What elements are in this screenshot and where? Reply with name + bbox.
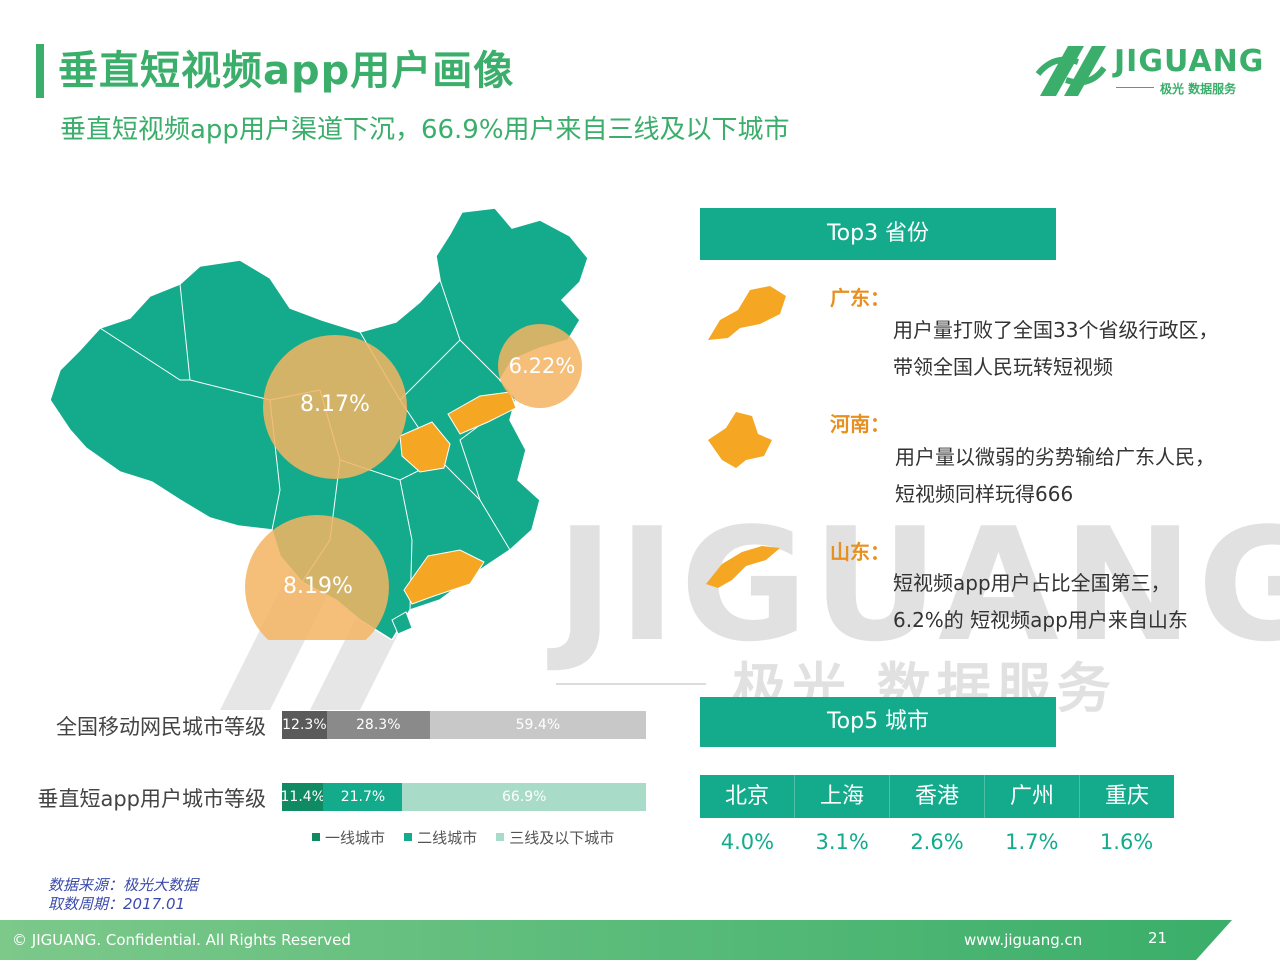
page-subtitle: 垂直短视频app用户渠道下沉，66.9%用户来自三线及以下城市: [60, 115, 790, 145]
bubble-label-1: 8.17%: [300, 392, 370, 417]
top3-heading: Top3 省份: [700, 208, 1056, 260]
legend-swatch-tier3: [496, 833, 505, 841]
province-name-shandong: 山东：: [830, 540, 890, 564]
city-name-beijing: 北京: [700, 775, 795, 818]
jiguang-logo-icon: [1035, 46, 1107, 96]
watermark-text: JIGUANG: [556, 494, 1280, 676]
china-map: [49, 207, 589, 640]
title-accent-bar: [36, 44, 44, 98]
bar-segment-row2-series3: 66.9%: [402, 783, 646, 811]
logo-wordmark: JIGUANG: [1114, 44, 1265, 79]
page-number: 21: [1148, 929, 1168, 947]
city-value-guangzhou: 1.7%: [1005, 830, 1059, 854]
henan-province-shape: [399, 421, 451, 473]
hainan-shape: [391, 611, 413, 635]
top5-city-table: 北京 上海 香港 广州 重庆 4.0% 3.1% 2.6% 1.7% 1.6%: [700, 775, 1174, 866]
bar-segment-row2-series1: 11.4%: [281, 783, 325, 811]
province-desc-guangdong-1: 用户量打败了全国33个省级行政区，: [893, 318, 1219, 342]
shandong-icon: [706, 546, 780, 588]
footer-copyright: © JIGUANG. Confidential. All Rights Rese…: [12, 931, 351, 949]
province-desc-guangdong-2: 带领全国人民玩转短视频: [893, 355, 1113, 379]
bubble-shandong: [498, 324, 582, 408]
bubble-label-2: 6.22%: [508, 354, 576, 378]
bar-row-label-2: 垂直短app用户城市等级: [37, 787, 266, 811]
guangdong-icon: [708, 286, 786, 340]
province-desc-shandong-2: 6.2%的 短视频app用户来自山东: [893, 608, 1188, 632]
city-header-row: 北京 上海 香港 广州 重庆: [700, 775, 1174, 818]
province-desc-henan-2: 短视频同样玩得666: [895, 482, 1074, 506]
shandong-province-shape: [447, 391, 517, 435]
chart-legend: 一线城市 二线城市 三线及以下城市: [312, 826, 628, 848]
watermark-divider: [556, 683, 706, 685]
henan-icon: [708, 412, 772, 468]
logo-tagline: 极光 数据服务: [1160, 82, 1237, 96]
data-source: 数据来源：极光大数据 取数周期：2017.01: [48, 876, 198, 914]
city-name-chongqing: 重庆: [1104, 784, 1149, 809]
footer-bar: [0, 920, 1280, 960]
city-value-row: 4.0% 3.1% 2.6% 1.7% 1.6%: [700, 818, 1174, 866]
bar-segment-row2-series2: 21.7%: [323, 783, 403, 811]
source-line: 数据来源：极光大数据: [48, 876, 199, 894]
period-line: 取数周期：2017.01: [48, 895, 186, 913]
bar-segment-row1-series2: 28.3%: [326, 711, 430, 739]
city-value-shanghai: 3.1%: [815, 830, 869, 854]
legend-item-tier1: 一线城市: [312, 827, 385, 848]
city-name-guangzhou: 广州: [985, 775, 1080, 818]
bar-segment-row1-series3: 59.4%: [429, 711, 646, 739]
bar-row-label-1: 全国移动网民城市等级: [56, 715, 266, 739]
legend-item-tier3: 三线及以下城市: [496, 827, 614, 848]
bar-row-national: 12.3% 28.3% 59.4%: [282, 711, 646, 739]
province-desc-shandong-1: 短视频app用户占比全国第三，: [893, 571, 1171, 595]
page-title: 垂直短视频app用户画像: [58, 48, 515, 94]
city-name-shanghai: 上海: [795, 775, 890, 818]
province-name-henan: 河南：: [830, 412, 890, 436]
top5-heading: Top5 城市: [700, 697, 1056, 747]
province-name-guangdong: 广东：: [830, 286, 890, 310]
legend-swatch-tier1: [312, 833, 320, 841]
bar-row-shortvideo: 11.4% 21.7% 66.9%: [281, 783, 646, 811]
city-value-hongkong: 2.6%: [910, 830, 964, 854]
city-name-hongkong: 香港: [890, 775, 985, 818]
bar-segment-row1-series1: 12.3%: [282, 711, 327, 739]
city-value-beijing: 4.0%: [720, 830, 775, 854]
city-value-chongqing: 1.6%: [1099, 830, 1154, 854]
bubble-sichuan: [263, 335, 407, 479]
bubble-guangdong: [245, 515, 389, 640]
guangdong-province-shape: [403, 549, 485, 605]
footer-url[interactable]: www.jiguang.cn: [964, 931, 1083, 949]
legend-item-tier2: 二线城市: [404, 827, 477, 848]
logo-divider: [1116, 87, 1154, 88]
legend-swatch-tier2: [404, 833, 413, 841]
province-desc-henan-1: 用户量以微弱的劣势输给广东人民，: [895, 445, 1215, 469]
bubble-label-3: 8.19%: [283, 574, 353, 599]
